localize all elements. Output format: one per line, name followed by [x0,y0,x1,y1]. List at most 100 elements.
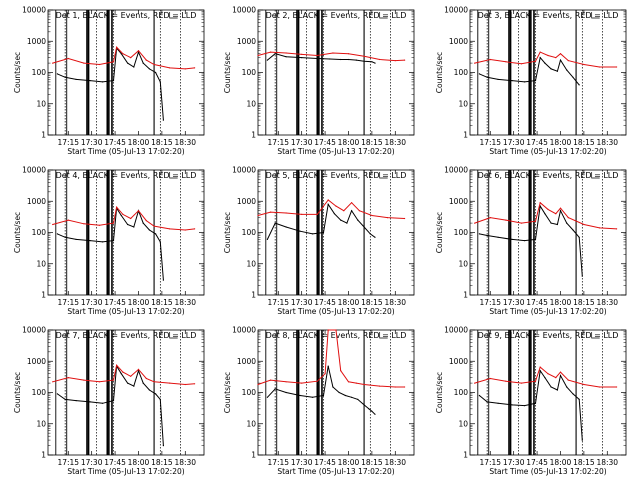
data-point-lld [332,52,334,54]
panel-title: Det 6, BLACK = Events, RED = LLD [478,171,619,180]
data-point-lld [130,57,132,59]
x-tick-label: 18:15 [151,138,173,147]
data-point-events [333,213,335,215]
data-point-events [559,374,562,377]
data-point-events [274,388,276,390]
data-point-lld [316,213,318,215]
data-point-events [347,58,350,61]
x-tick-label: 18:00 [338,458,360,467]
x-tick-label: 18:00 [128,458,150,467]
data-point-lld [534,220,537,222]
data-point-lld [194,383,196,385]
data-point-lld [67,219,69,221]
data-point-events [550,68,552,70]
data-point-lld [335,329,337,331]
data-point-events [56,393,59,395]
y-tick-label: 100 [32,388,47,397]
x-tick-label: 17:30 [81,458,103,467]
data-point-events [524,240,526,242]
y-tick-label: 10 [36,259,46,268]
y-tick-label: 10 [246,419,256,428]
y-tick-label: 10000 [22,326,46,335]
x-tick-label: 17:30 [291,458,313,467]
data-point-lld [98,63,101,66]
y-tick-label: 1 [463,291,468,300]
series-line-events [57,206,164,281]
data-point-events [556,223,559,226]
data-point-events [578,236,580,238]
attenuator-marker [591,172,600,179]
attenuator-marker [169,332,178,339]
x-axis-label: Start Time (05-Jul-13 17:02:20) [277,147,394,156]
data-point-lld [616,66,618,68]
x-tick-label: 17:45 [104,298,126,307]
data-point-lld [363,383,365,386]
x-tick-label: 17:15 [479,458,501,467]
data-point-events [544,377,546,379]
y-tick-label: 1000 [449,197,468,206]
data-point-lld [489,217,491,219]
data-point-events [371,410,373,412]
data-point-events [299,230,301,232]
data-point-events [478,73,480,75]
detector-panel-4: Det 4, BLACK = Events, RED = LLD 1 10 100 10… [13,166,205,316]
data-point-lld [112,61,115,63]
data-point-lld [153,225,155,227]
data-point-events [511,404,513,406]
data-point-events [511,80,513,82]
series-line-lld [52,46,195,70]
attenuator-marker [379,12,388,19]
data-point-events [572,393,574,395]
data-point-lld [122,213,124,215]
data-point-events [64,236,66,238]
y-tick-label: 10 [458,419,468,428]
x-tick-label: 17:45 [526,138,548,147]
data-point-events [556,70,559,72]
data-point-events [559,210,562,212]
data-point-events [266,59,268,61]
data-point-events [127,62,129,64]
x-tick-label: 17:30 [291,138,313,147]
data-point-events [142,62,144,64]
data-point-lld [169,228,171,230]
data-point-events [112,400,115,402]
y-tick-label: 1000 [237,197,256,206]
y-tick-label: 1 [251,291,256,300]
data-point-events [142,222,144,224]
data-point-lld [327,329,329,331]
data-point-events [374,236,376,238]
data-point-lld [137,210,140,212]
data-point-lld [130,217,132,220]
data-point-events [566,222,568,224]
panel-title: Det 3, BLACK = Events, RED = LLD [478,11,619,20]
data-point-events [497,402,499,404]
data-point-lld [145,377,147,380]
data-point-events [357,219,359,221]
attenuator-marker [591,12,600,19]
data-point-lld [98,224,101,226]
data-point-events [133,226,135,228]
data-point-lld [116,206,118,208]
y-tick-label: 10 [246,99,256,108]
detector-panel-7: Det 7, BLACK = Events, RED = LLD 1 10 100 10… [13,326,205,476]
y-tick-label: 1 [41,291,46,300]
x-axis-label: Start Time (05-Jul-13 17:02:20) [489,147,606,156]
data-point-events [351,396,353,398]
x-axis-label: Start Time (05-Jul-13 17:02:20) [489,307,606,316]
y-tick-label: 100 [32,228,47,237]
data-point-events [534,80,537,82]
panel-title: Det 7, BLACK = Events, RED = LLD [56,331,197,340]
data-point-lld [616,228,618,230]
data-point-events [285,391,287,394]
data-point-lld [371,214,373,217]
y-tick-label: 1000 [237,37,256,46]
y-tick-label: 1 [463,451,468,460]
y-tick-label: 10 [458,259,468,268]
data-point-lld [83,62,85,64]
data-point-events [155,71,157,74]
data-point-lld [394,386,396,388]
x-tick-label: 17:45 [314,298,336,307]
data-point-events [572,229,574,231]
data-point-lld [616,386,618,388]
data-point-events [363,226,365,228]
